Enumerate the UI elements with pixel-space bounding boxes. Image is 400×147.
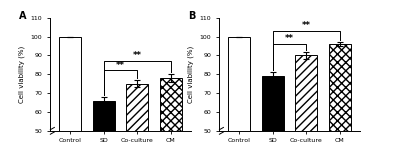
Y-axis label: Cell viability (%): Cell viability (%) <box>188 46 194 103</box>
Text: B: B <box>188 11 196 21</box>
Bar <box>160 78 182 147</box>
Y-axis label: Cell viability (%): Cell viability (%) <box>19 46 25 103</box>
Bar <box>228 36 250 147</box>
Bar <box>93 101 114 147</box>
Bar <box>329 44 351 147</box>
Bar <box>262 76 284 147</box>
Text: **: ** <box>285 35 294 44</box>
Text: **: ** <box>133 51 142 60</box>
Text: **: ** <box>302 21 311 30</box>
Bar <box>126 84 148 147</box>
Bar <box>59 36 81 147</box>
Text: A: A <box>19 11 26 21</box>
Text: **: ** <box>116 61 125 70</box>
Bar <box>296 55 317 147</box>
